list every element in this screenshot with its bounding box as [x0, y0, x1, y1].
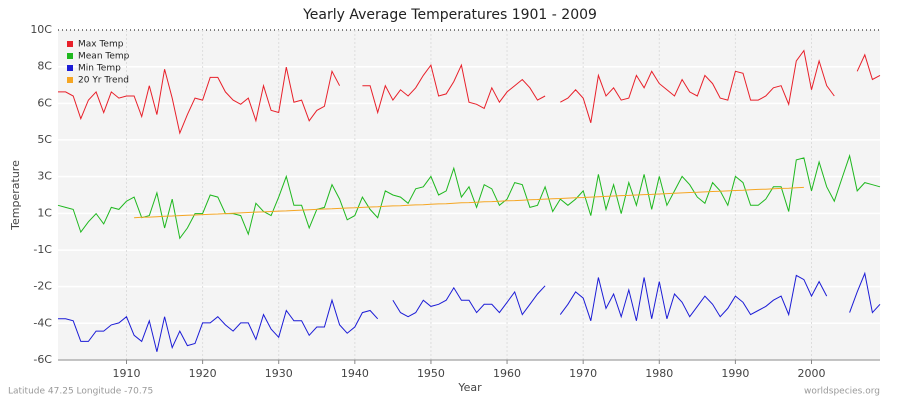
series-line: [58, 271, 881, 352]
y-tick-label: 10C: [30, 23, 52, 36]
legend-swatch: [67, 65, 73, 71]
chart-title: Yearly Average Temperatures 1901 - 2009: [302, 7, 597, 23]
y-tick-label: -4C: [33, 316, 52, 329]
y-tick-label: -2C: [33, 280, 52, 293]
y-tick-label: -1C: [33, 243, 52, 256]
legend-swatch: [67, 53, 73, 59]
x-tick-label: 2000: [798, 367, 826, 380]
legend-label: Max Temp: [78, 40, 124, 50]
legend-swatch: [67, 41, 73, 47]
series-line: [58, 49, 881, 135]
y-tick-label: 1C: [37, 206, 52, 219]
series-line: [134, 186, 804, 219]
x-tick-label: 1950: [417, 367, 445, 380]
x-tick-label: 1960: [493, 367, 521, 380]
y-tick-label: 3C: [37, 170, 52, 183]
footer-left: Latitude 47.25 Longitude -70.75: [8, 387, 153, 397]
y-axis-label: Temperature: [9, 160, 22, 231]
legend-label: 20 Yr Trend: [78, 76, 129, 86]
y-tick-label: 8C: [37, 60, 52, 73]
legend-swatch: [67, 77, 73, 83]
x-tick-label: 1910: [113, 367, 141, 380]
x-tick-label: 1970: [569, 367, 597, 380]
series-line: [57, 153, 881, 240]
x-tick-label: 1990: [721, 367, 749, 380]
x-tick-label: 1930: [265, 367, 293, 380]
legend-label: Mean Temp: [78, 52, 130, 62]
footer-right: worldspecies.org: [804, 387, 880, 397]
legend-label: Min Temp: [78, 64, 121, 74]
x-tick-label: 1940: [341, 367, 369, 380]
y-tick-label: 6C: [37, 96, 52, 109]
x-tick-label: 1920: [189, 367, 217, 380]
x-axis-label: Year: [457, 381, 482, 394]
x-tick-label: 1980: [645, 367, 673, 380]
plot-area: [58, 30, 880, 360]
y-tick-label: 5C: [37, 133, 52, 146]
y-tick-label: -6C: [33, 353, 52, 366]
